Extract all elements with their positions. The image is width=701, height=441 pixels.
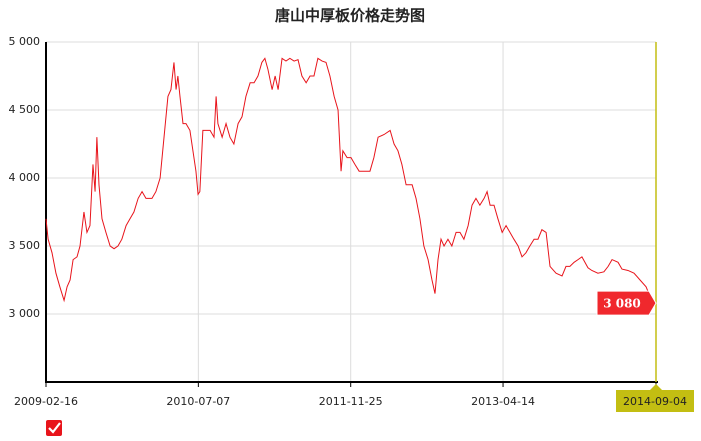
price-line [45, 57, 657, 304]
legend-checkbox[interactable] [46, 420, 62, 436]
x-tick-pointer [650, 384, 662, 390]
value-callout [596, 290, 657, 316]
chart-title: 唐山中厚板价格走势图 [275, 7, 425, 25]
x-tick-label: 2014-09-04 [623, 395, 687, 408]
y-tick-label: 4 500 [9, 103, 41, 116]
y-tick-label: 4 000 [9, 171, 41, 184]
checkbox-check [48, 422, 61, 434]
value-label: 3 080 [603, 297, 641, 311]
x-tick-label: 2010-07-07 [166, 395, 230, 408]
checkbox-box[interactable] [46, 420, 62, 436]
y-tick-label: 3 000 [9, 307, 41, 320]
y-tick-label: 5 000 [9, 35, 41, 48]
x-tick-label: 2013-04-14 [471, 395, 535, 408]
y-tick-label: 3 500 [9, 239, 41, 252]
x-tick-label: 2009-02-16 [14, 395, 78, 408]
x-tick-label: 2011-11-25 [319, 395, 383, 408]
x-tick-highlight [616, 390, 694, 412]
